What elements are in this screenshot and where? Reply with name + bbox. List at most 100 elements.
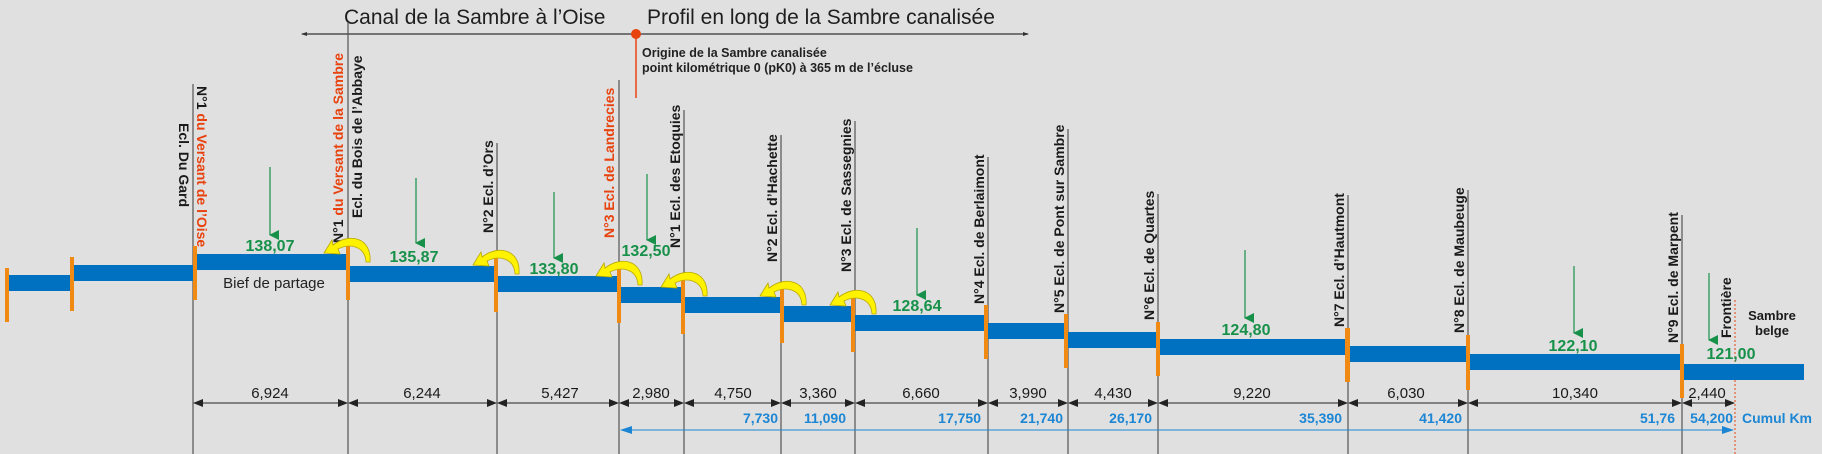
distance-value: 9,220 [1233, 385, 1271, 402]
lock-label-sambre-1: N°1 du Versant de la Sambre [330, 53, 346, 243]
lock-marker [1345, 328, 1350, 382]
water-reach [1159, 339, 1347, 355]
distance-value: 6,660 [902, 385, 940, 402]
cumulative-value: 35,390 [1299, 410, 1342, 426]
lock-marker [494, 258, 498, 312]
distance-value: 5,427 [541, 385, 579, 402]
bief-de-partage-label: Bief de partage [223, 275, 325, 292]
water-reach-belgian [1683, 364, 1804, 380]
water-reach [855, 315, 986, 331]
lock-name-oise-1: du Versant de l’Oise [194, 113, 210, 247]
distance-value: 4,430 [1094, 385, 1132, 402]
lock-label-landrecies: N°3 Ecl. de Landrecies [601, 87, 617, 238]
distance-value: 2,980 [632, 385, 670, 402]
cumulative-km-label: Cumul Km [1742, 410, 1812, 426]
water-reach [987, 323, 1066, 339]
level-value: 122,10 [1549, 338, 1598, 355]
distance-value: 6,030 [1387, 385, 1425, 402]
level-value: 124,80 [1222, 322, 1271, 339]
belgian-sambre-label-line2: belge [1755, 323, 1789, 338]
distance-value: 3,990 [1009, 385, 1047, 402]
lock-label-ors: N°2 Ecl. d’Ors [480, 140, 496, 233]
level-value: 121,00 [1707, 346, 1756, 363]
lock-sub-oise-1: Ecl. Du Gard [176, 123, 192, 207]
distance-values: 6,924 6,244 5,427 2,980 4,750 3,360 6,66… [251, 385, 1726, 402]
distance-value: 2,440 [1688, 385, 1726, 402]
lock-label-maubeuge: N°8 Ecl. de Maubeuge [1451, 187, 1467, 333]
yellow-curved-arrow-icon [595, 260, 643, 286]
cumulative-value: 11,090 [804, 410, 846, 426]
yellow-curved-arrow-icon [472, 249, 520, 275]
level-value: 128,64 [893, 298, 942, 315]
distance-value: 6,244 [403, 385, 441, 402]
lock-marker [1680, 344, 1684, 398]
origin-note-line2: point kilométrique 0 (pK0) à 365 m de l’… [642, 61, 913, 75]
lock-prefix-sambre-1: N°1 [330, 216, 346, 243]
cumulative-value: 17,750 [938, 410, 981, 426]
lock-name-sambre-1: du Versant de la Sambre [330, 53, 346, 216]
level-value: 132,50 [622, 243, 671, 260]
lock-label-berlaimont: N°4 Ecl. de Berlaimont [971, 154, 987, 304]
cumulative-value: 7,730 [743, 410, 778, 426]
water-reaches [9, 254, 1804, 380]
cumulative-value: 26,170 [1109, 410, 1152, 426]
frontier-label: Frontière [1718, 277, 1734, 338]
level-values: 138,07 135,87 133,80 132,50 128,64 124,8… [246, 238, 1756, 363]
yellow-curved-arrow-icon [660, 271, 708, 297]
cumulative-value: 51,76 [1640, 410, 1675, 426]
lock-marker [5, 268, 9, 322]
level-value: 138,07 [246, 238, 295, 255]
lock-label-quartes: N°6 Ecl. de Quartes [1141, 190, 1157, 320]
water-reach [9, 275, 71, 291]
distance-value: 6,924 [251, 385, 289, 402]
lock-marker [681, 280, 685, 334]
lock-marker [984, 305, 988, 359]
distance-value: 10,340 [1552, 385, 1598, 402]
profile-title: Profil en long de la Sambre canalisée [647, 6, 995, 29]
water-reach [497, 276, 618, 292]
lock-passage-arrows [323, 237, 877, 315]
lock-label-sassegnies: N°3 Ecl. de Sassegnies [838, 118, 854, 272]
cumulative-value: 54,200 [1690, 410, 1733, 426]
lock-label-marpent: N°9 Ecl. de Marpent [1665, 212, 1681, 343]
lock-label-etoquies: N°1 Ecl. des Etoquies [667, 104, 683, 248]
lock-sub-sambre-1: Ecl. du Bois de l’Abbaye [349, 55, 365, 218]
water-reach [349, 266, 495, 282]
belgian-sambre-label-line1: Sambre [1748, 308, 1796, 323]
cumulative-values: 7,730 11,090 17,750 21,740 26,170 35,390… [743, 410, 1733, 426]
lock-marker [193, 246, 197, 300]
origin-note-line1: Origine de la Sambre canalisée [642, 46, 827, 60]
lock-marker [70, 257, 74, 311]
distance-value: 4,750 [714, 385, 752, 402]
lock-label-pont-sur-sambre: N°5 Ecl. de Pont sur Sambre [1051, 124, 1067, 313]
origin-marker-dot [631, 29, 641, 39]
water-reach [73, 265, 194, 281]
lock-prefix-oise-1: N°1 [194, 86, 210, 113]
lock-labels: N°1 du Versant de l’Oise Ecl. Du Gard N°… [176, 53, 1734, 343]
lock-label-hautmont: N°7 Ecl. d’Hautmont [1331, 193, 1347, 327]
lock-marker [1466, 335, 1470, 390]
lock-marker [346, 246, 350, 300]
lock-marker [1156, 322, 1160, 376]
yellow-curved-arrow-icon [323, 237, 371, 263]
yellow-curved-arrow-icon [829, 289, 877, 315]
water-reach [620, 287, 683, 303]
canal-title: Canal de la Sambre à l’Oise [344, 6, 605, 29]
level-value: 135,87 [390, 249, 439, 266]
water-reach [1349, 346, 1468, 362]
lock-marker [780, 289, 784, 343]
lock-label-oise-1: N°1 du Versant de l’Oise [194, 86, 210, 247]
distance-value: 3,360 [799, 385, 837, 402]
water-reach [684, 297, 781, 313]
yellow-curved-arrow-icon [759, 280, 807, 306]
water-reach [783, 306, 853, 322]
water-reach-bief-partage [196, 254, 347, 270]
lock-marker [617, 269, 621, 323]
lock-marker [851, 298, 855, 352]
cumulative-value: 21,740 [1020, 410, 1063, 426]
cumulative-value: 41,420 [1419, 410, 1462, 426]
lock-label-hachette: N°2 Ecl. d’Hachette [764, 134, 780, 262]
water-reach [1067, 332, 1158, 348]
level-value: 133,80 [530, 261, 579, 278]
